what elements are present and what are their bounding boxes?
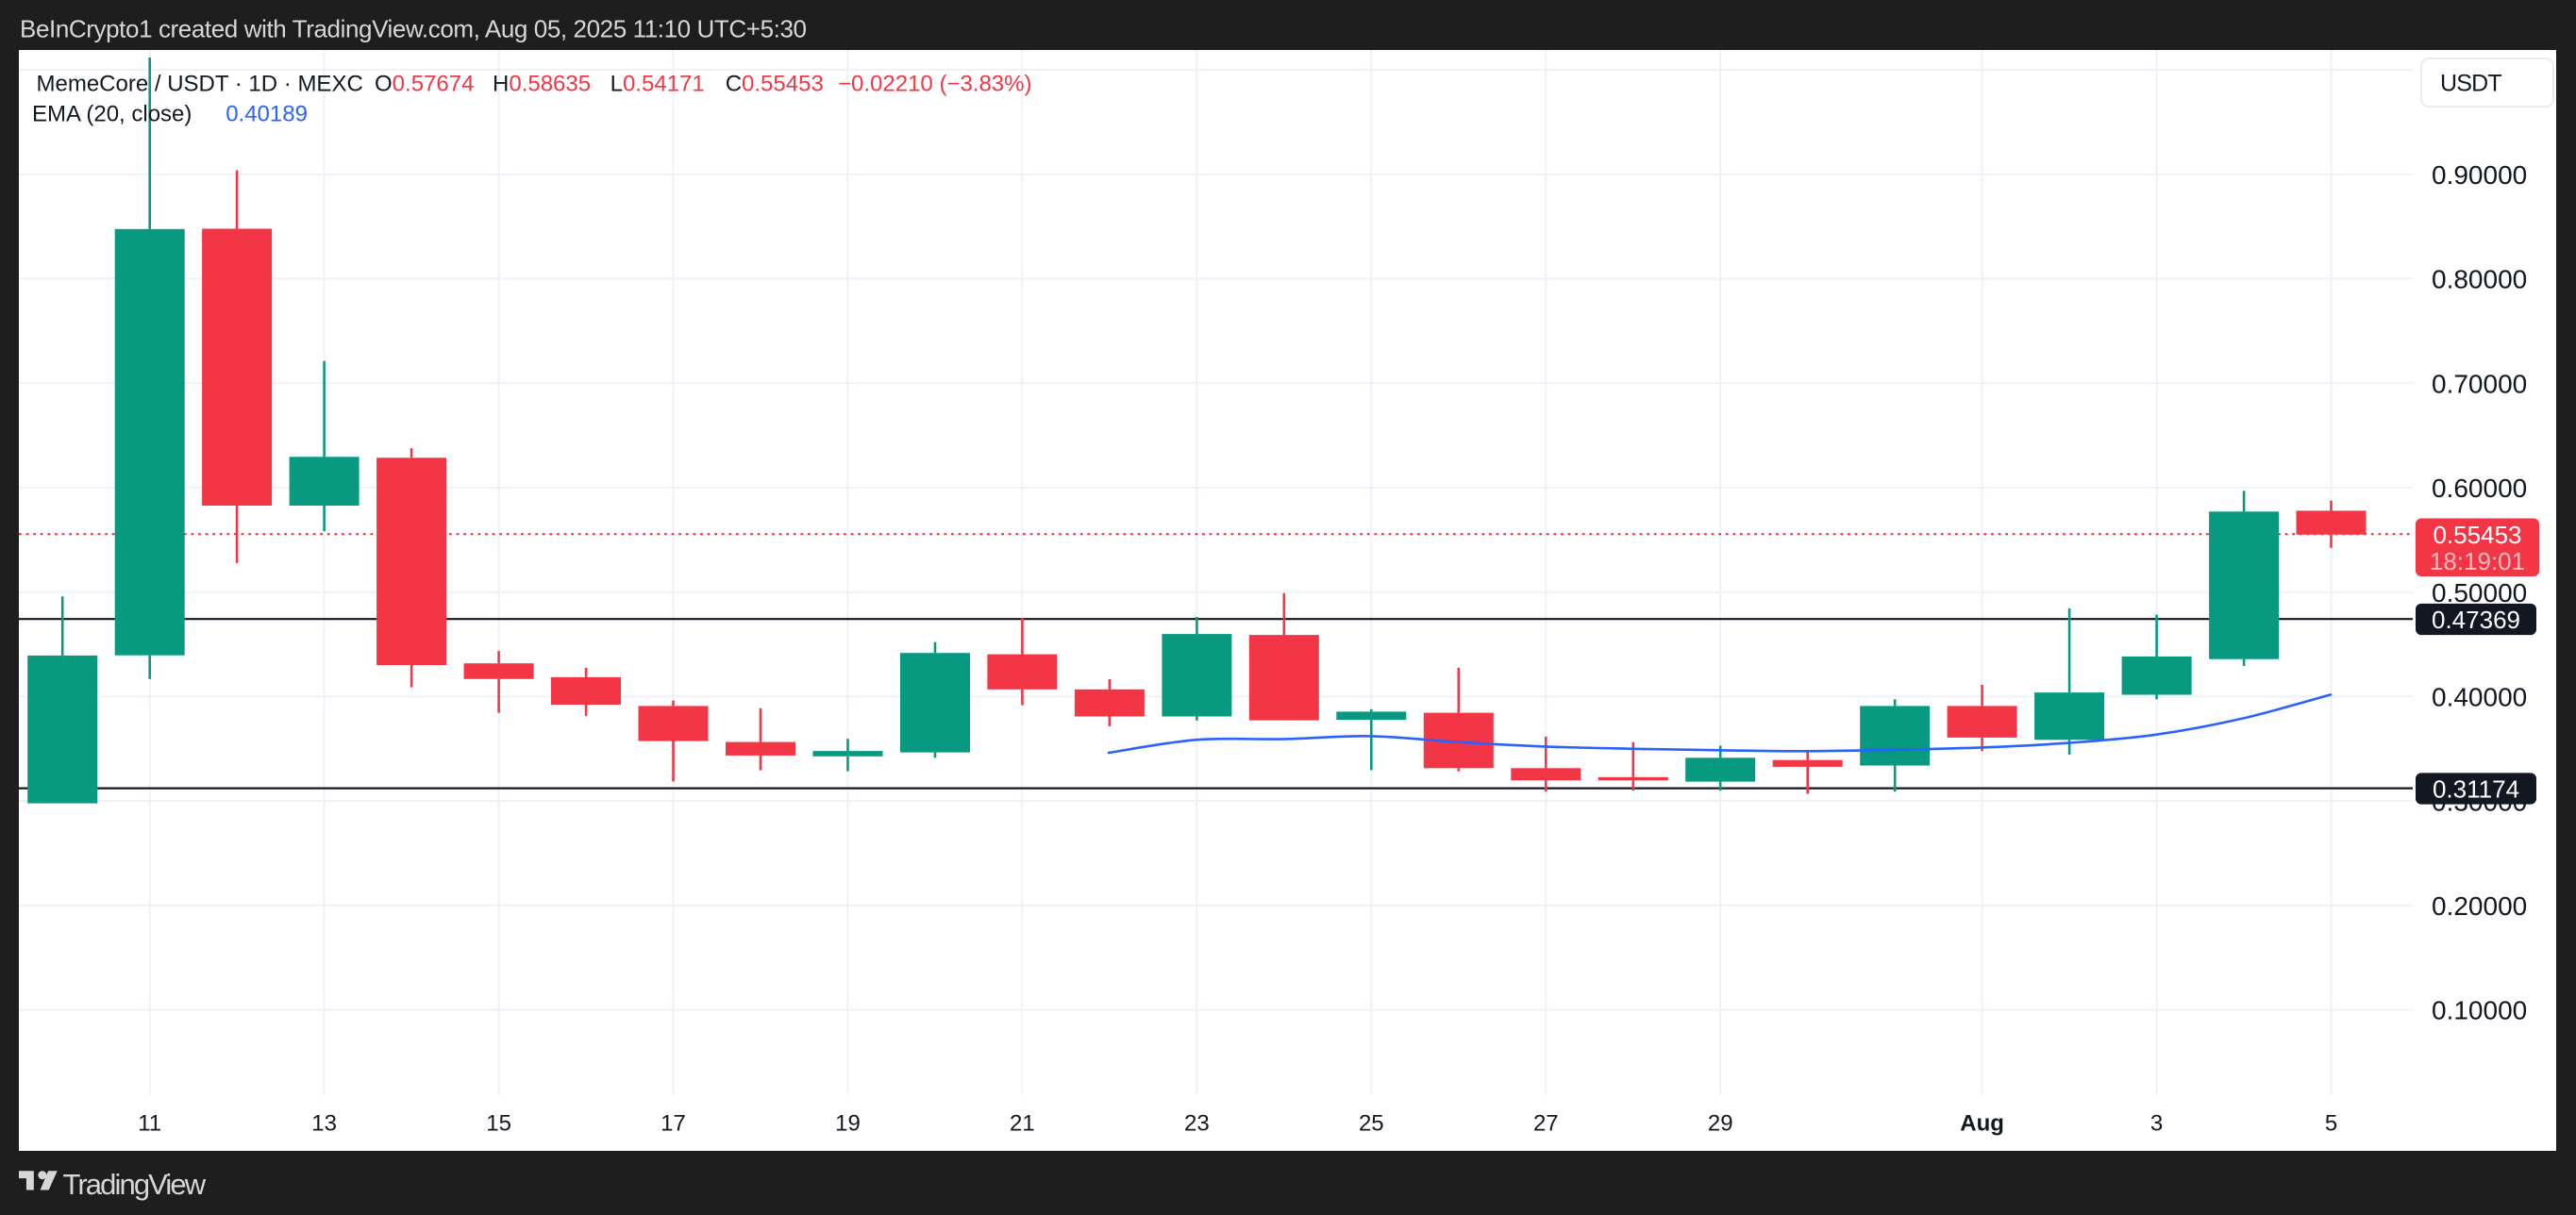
svg-text:11: 11 <box>138 1111 161 1137</box>
svg-text:0.55453: 0.55453 <box>2434 521 2522 549</box>
svg-text:0.47369: 0.47369 <box>2432 606 2520 634</box>
svg-text:15: 15 <box>486 1111 511 1137</box>
svg-text:BeInCrypto1 created with Tradi: BeInCrypto1 created with TradingView.com… <box>20 14 807 42</box>
svg-text:3: 3 <box>2150 1111 2163 1137</box>
svg-text:25: 25 <box>1359 1111 1384 1137</box>
svg-text:27: 27 <box>1533 1111 1559 1137</box>
svg-text:0.60000: 0.60000 <box>2432 474 2527 503</box>
svg-text:0.40000: 0.40000 <box>2432 683 2527 712</box>
svg-text:29: 29 <box>1708 1111 1733 1137</box>
svg-text:USDT: USDT <box>2440 71 2501 97</box>
svg-text:21: 21 <box>1010 1111 1035 1137</box>
svg-text:0.10000: 0.10000 <box>2432 996 2527 1025</box>
svg-text:EMA (20, close)0.40189: EMA (20, close) 0.40189 <box>32 102 308 127</box>
svg-text:Aug: Aug <box>1960 1111 2004 1137</box>
svg-text:0.70000: 0.70000 <box>2432 369 2527 398</box>
svg-text:TradingView: TradingView <box>63 1168 207 1201</box>
svg-text:0.31174: 0.31174 <box>2433 775 2519 804</box>
svg-text:0.20000: 0.20000 <box>2432 891 2527 921</box>
svg-text:19: 19 <box>835 1111 861 1137</box>
svg-text:0.90000: 0.90000 <box>2432 160 2527 190</box>
svg-text:17: 17 <box>661 1111 686 1137</box>
svg-text:13: 13 <box>311 1111 337 1137</box>
svg-text:5: 5 <box>2325 1111 2337 1137</box>
svg-text:0.80000: 0.80000 <box>2432 265 2527 294</box>
svg-text:0.50000: 0.50000 <box>2432 578 2527 608</box>
svg-text:18:19:01: 18:19:01 <box>2430 547 2525 575</box>
svg-text:23: 23 <box>1184 1111 1210 1137</box>
